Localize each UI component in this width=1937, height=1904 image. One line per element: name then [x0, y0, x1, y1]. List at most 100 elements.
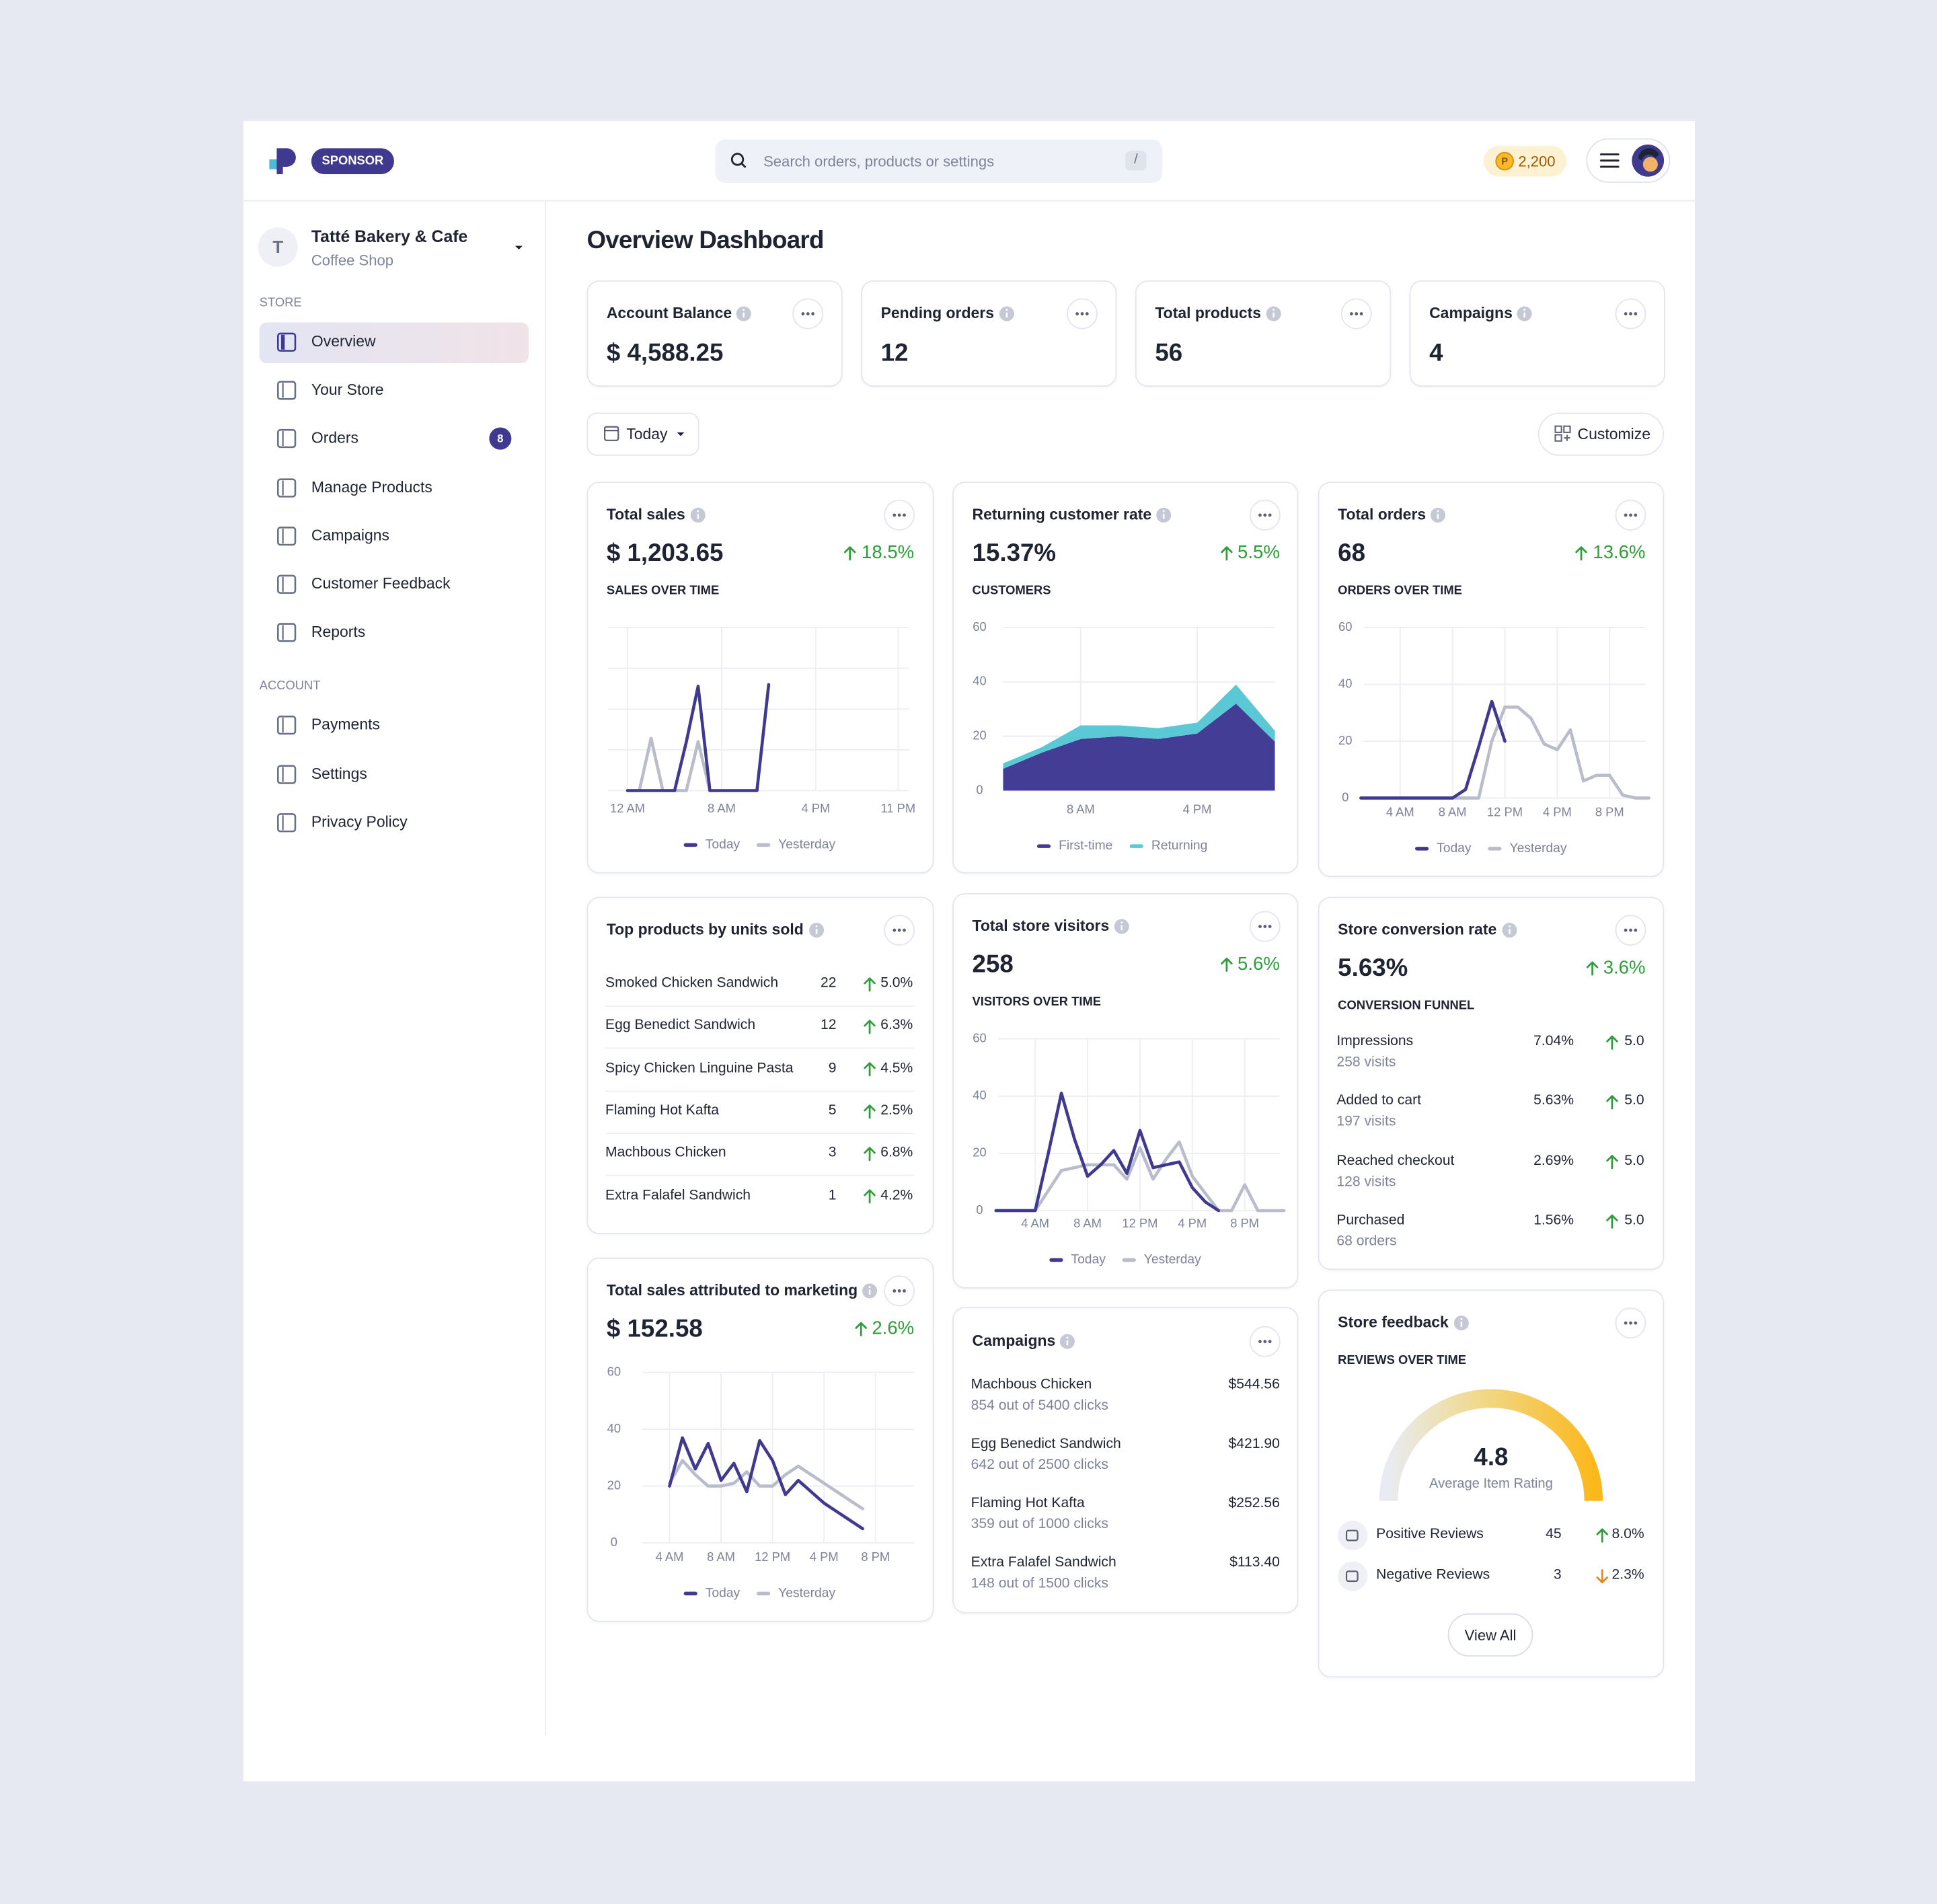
- product-change: 4.5%: [880, 1061, 913, 1076]
- nav-item[interactable]: Your Store: [311, 381, 384, 399]
- headline-change: 5.6%: [1238, 953, 1280, 975]
- product-name: Flaming Hot Kafta: [605, 1103, 720, 1118]
- card-subtitle: ORDERS OVER TIME: [1338, 584, 1462, 598]
- stat-card: [861, 280, 1117, 387]
- widget-card: [952, 482, 1299, 874]
- card-subtitle: CUSTOMERS: [972, 584, 1051, 598]
- card-title: Total store visitors: [972, 917, 1110, 935]
- funnel-rate: 1.56%: [1533, 1213, 1574, 1228]
- headline-value: $ 152.58: [606, 1316, 703, 1343]
- funnel-stage: Reached checkout: [1336, 1153, 1455, 1168]
- card-title: Store feedback: [1338, 1313, 1449, 1332]
- funnel-detail: 197 visits: [1336, 1114, 1396, 1130]
- product-name: Machbous Chicken: [605, 1145, 726, 1161]
- header-divider: [243, 200, 1696, 202]
- headline-change: 13.6%: [1593, 542, 1646, 564]
- review-count: 45: [1546, 1527, 1562, 1542]
- headline-value: 5.63%: [1338, 954, 1408, 983]
- review-change: 2.3%: [1611, 1568, 1644, 1583]
- nav-section-title: STORE: [259, 296, 302, 311]
- search-placeholder: Search orders, products or settings: [763, 152, 995, 170]
- campaign-name: Egg Benedict Sandwich: [971, 1437, 1121, 1452]
- funnel-rate: 7.04%: [1533, 1034, 1574, 1049]
- card-subtitle: CONVERSION FUNNEL: [1338, 999, 1475, 1014]
- stat-value: 12: [880, 340, 909, 367]
- row-divider: [605, 1133, 915, 1134]
- customize-label: Customize: [1577, 424, 1650, 443]
- nav-item[interactable]: Privacy Policy: [311, 813, 408, 831]
- product-units: 3: [828, 1145, 837, 1161]
- funnel-detail: 258 visits: [1336, 1055, 1396, 1070]
- product-change: 6.8%: [880, 1145, 913, 1161]
- headline-value: 258: [972, 951, 1014, 979]
- nav-item[interactable]: Orders: [311, 429, 359, 447]
- product-name: Spicy Chicken Linguine Pasta: [605, 1061, 794, 1076]
- customize-button[interactable]: [1537, 412, 1665, 456]
- sponsor-badge: [311, 148, 394, 174]
- widget-card: [586, 897, 934, 1234]
- nav-section-title: ACCOUNT: [259, 679, 321, 693]
- campaign-name: Extra Falafel Sandwich: [971, 1555, 1116, 1570]
- nav-item[interactable]: Manage Products: [311, 478, 432, 496]
- card-title: Pending orders: [880, 304, 994, 322]
- shortcut-label: /: [1134, 152, 1138, 167]
- campaign-amount: $421.90: [1228, 1437, 1280, 1452]
- card-title: Campaigns: [1429, 304, 1513, 322]
- funnel-change: 5.0: [1624, 1034, 1644, 1049]
- headline-value: 68: [1338, 539, 1366, 568]
- card-title: Total sales: [606, 506, 685, 523]
- widget-card: [952, 892, 1299, 1289]
- funnel-rate: 2.69%: [1533, 1153, 1574, 1168]
- nav-item[interactable]: Settings: [311, 765, 367, 783]
- headline-change: 18.5%: [862, 542, 915, 564]
- card-title: Total sales attributed to marketing: [606, 1281, 858, 1299]
- nav-item[interactable]: Customer Feedback: [311, 575, 451, 593]
- funnel-stage: Purchased: [1336, 1213, 1405, 1228]
- funnel-detail: 68 orders: [1336, 1233, 1397, 1249]
- shortcut-key: [1125, 151, 1147, 171]
- store-type: Coffee Shop: [311, 252, 394, 270]
- headline-change: 5.5%: [1238, 542, 1280, 564]
- product-name: Egg Benedict Sandwich: [605, 1018, 756, 1034]
- review-label: Positive Reviews: [1376, 1527, 1484, 1542]
- rating-label: Average Item Rating: [1429, 1476, 1553, 1492]
- nav-item[interactable]: Overview: [311, 333, 376, 350]
- stat-card: [1135, 280, 1392, 387]
- widget-card: [586, 1257, 934, 1622]
- stat-card: [586, 280, 843, 387]
- nav-item[interactable]: Campaigns: [311, 527, 390, 545]
- review-label: Negative Reviews: [1376, 1568, 1490, 1583]
- product-change: 6.3%: [880, 1018, 913, 1034]
- product-units: 5: [828, 1103, 837, 1118]
- store-name: Tatté Bakery & Cafe: [311, 227, 468, 246]
- campaign-amount: $544.56: [1228, 1377, 1280, 1393]
- funnel-stage: Added to cart: [1336, 1094, 1421, 1109]
- campaign-name: Machbous Chicken: [971, 1377, 1092, 1393]
- card-subtitle: REVIEWS OVER TIME: [1338, 1354, 1467, 1368]
- view-all-button[interactable]: [1447, 1613, 1533, 1657]
- nav-item[interactable]: Payments: [311, 716, 380, 734]
- menu-button[interactable]: [1586, 138, 1671, 183]
- card-title: Top products by units sold: [606, 921, 804, 939]
- product-change: 5.0%: [880, 976, 913, 991]
- nav-item[interactable]: Reports: [311, 623, 366, 641]
- stat-card: [1409, 280, 1665, 387]
- card-title: Store conversion rate: [1338, 921, 1497, 939]
- view-all-label: View All: [1464, 1626, 1517, 1644]
- campaign-name: Flaming Hot Kafta: [971, 1496, 1085, 1511]
- row-divider: [605, 1090, 915, 1092]
- product-change: 4.2%: [880, 1188, 913, 1203]
- campaign-clicks: 359 out of 1000 clicks: [971, 1517, 1109, 1532]
- row-divider: [605, 1005, 915, 1007]
- page-title: Overview Dashboard: [586, 227, 824, 255]
- search-box[interactable]: [715, 139, 1163, 183]
- sidebar-divider: [545, 201, 546, 1736]
- stat-value: $ 4,588.25: [606, 340, 724, 367]
- review-change: 8.0%: [1611, 1527, 1644, 1542]
- card-title: Account Balance: [606, 304, 732, 322]
- date-filter-label: Today: [626, 424, 668, 443]
- card-subtitle: SALES OVER TIME: [606, 584, 720, 598]
- card-title: Total orders: [1338, 506, 1427, 523]
- funnel-rate: 5.63%: [1533, 1094, 1574, 1109]
